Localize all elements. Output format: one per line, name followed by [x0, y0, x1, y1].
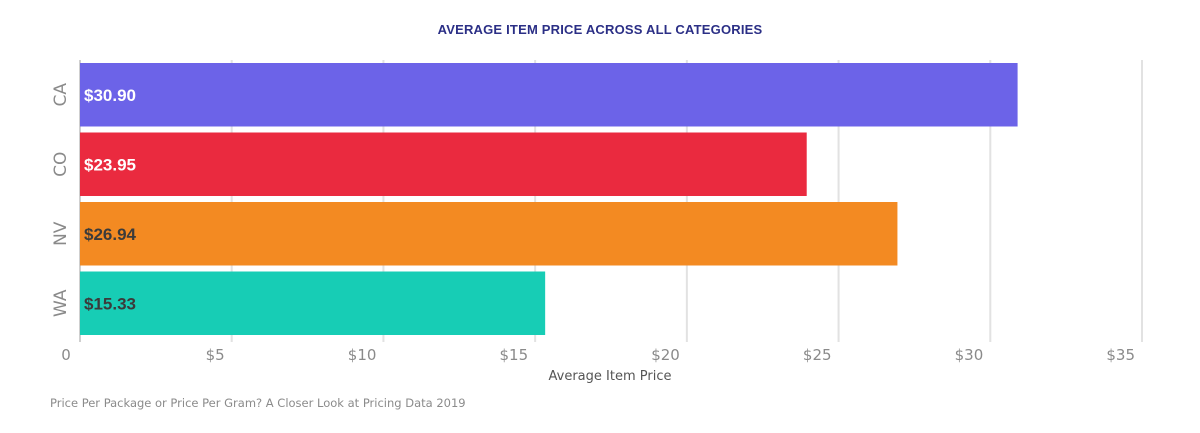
x-tick-label-25: $25: [803, 346, 832, 364]
data-label-co: $23.95: [84, 155, 136, 174]
category-label-nv: NV: [51, 221, 71, 246]
bar-co: [80, 132, 807, 196]
x-tick-label-5: $5: [206, 346, 225, 364]
category-label-co: CO: [51, 152, 71, 177]
chart-title: AVERAGE ITEM PRICE ACROSS ALL CATEGORIES: [437, 22, 763, 37]
x-tick-label-0: 0: [61, 346, 71, 364]
category-label-ca: CA: [51, 83, 71, 107]
data-label-ca: $30.90: [84, 86, 136, 105]
data-label-nv: $26.94: [84, 225, 137, 244]
category-label-wa: WA: [51, 289, 71, 317]
x-tick-label-30: $30: [955, 346, 984, 364]
x-tick-label-15: $15: [500, 346, 529, 364]
x-tick-label-20: $20: [651, 346, 680, 364]
x-tick-label-10: $10: [348, 346, 377, 364]
bar-nv: [80, 202, 898, 266]
x-tick-label-35: $35: [1106, 346, 1135, 364]
bar-ca: [80, 63, 1018, 127]
data-label-wa: $15.33: [84, 294, 136, 313]
bar-wa: [80, 271, 546, 335]
x-axis-label: Average Item Price: [548, 369, 672, 384]
source-caption: Price Per Package or Price Per Gram? A C…: [50, 396, 466, 410]
